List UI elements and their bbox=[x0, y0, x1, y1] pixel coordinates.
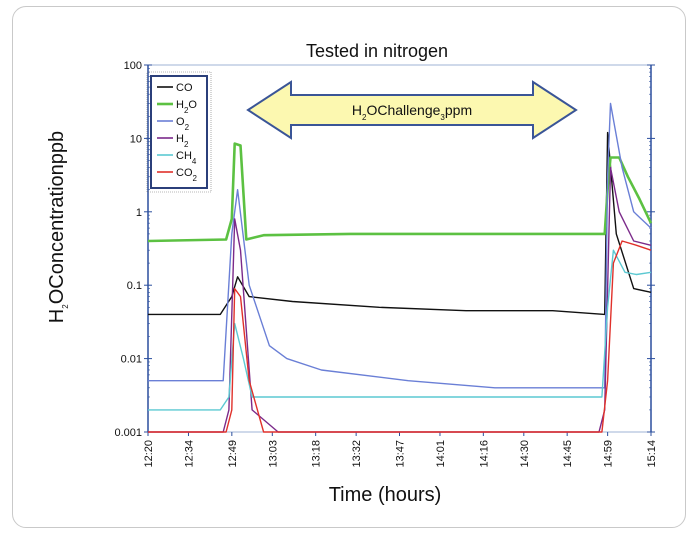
challenge-label: H2OChallenge3ppm bbox=[352, 102, 472, 122]
x-tick-label: 14:45 bbox=[562, 440, 574, 468]
legend-label: CO2 bbox=[176, 167, 198, 183]
double-arrow-shape bbox=[246, 80, 578, 140]
series-line-ch4 bbox=[148, 249, 652, 411]
x-tick-label: 12:49 bbox=[227, 440, 239, 468]
chart: Tested in nitrogen H2OConcentrationppb T… bbox=[46, 41, 658, 506]
legend-outer-box bbox=[146, 71, 212, 193]
series-line-o2 bbox=[148, 102, 652, 389]
x-tick-label: 14:16 bbox=[478, 440, 490, 468]
series-line-co2 bbox=[148, 240, 652, 433]
x-tick-label: 13:18 bbox=[311, 440, 323, 468]
legend-box bbox=[150, 75, 208, 189]
x-axis-title: Time (hours) bbox=[329, 484, 442, 506]
series-line-co bbox=[148, 131, 652, 316]
y-tick-label: 1 bbox=[136, 207, 142, 219]
x-tick-label: 14:30 bbox=[519, 440, 531, 468]
x-tick-label: 12:34 bbox=[183, 440, 195, 468]
x-tick-label: 14:01 bbox=[435, 440, 447, 468]
y-ticks: 100 10 1 0.1 0.01 0.001 bbox=[114, 60, 655, 439]
series-layer bbox=[147, 102, 653, 433]
x-tick-label: 14:59 bbox=[603, 440, 615, 468]
y-tick-label: 0.001 bbox=[114, 427, 142, 439]
legend-label: H2O bbox=[176, 99, 197, 115]
legend-label: O2 bbox=[176, 116, 190, 132]
x-tick-label: 12:20 bbox=[143, 440, 155, 468]
y-axis-title: H2OConcentrationppb bbox=[46, 131, 70, 323]
x-ticks: 12:20 12:34 12:49 13:03 13:18 13:32 13:47 14:01… bbox=[143, 432, 658, 468]
y-tick-label: 0.01 bbox=[121, 354, 142, 366]
legend-label: CO bbox=[176, 82, 193, 94]
chart-card: Tested in nitrogen H2OConcentrationppb T… bbox=[12, 6, 686, 528]
chart-title: Tested in nitrogen bbox=[306, 41, 448, 61]
challenge-annotation: H2OChallenge3ppm bbox=[246, 80, 578, 140]
legend-label: CH4 bbox=[176, 150, 197, 166]
y-tick-label: 0.1 bbox=[127, 280, 142, 292]
x-tick-label: 13:47 bbox=[395, 440, 407, 468]
x-tick-label: 13:32 bbox=[351, 440, 363, 468]
series-line-h2o bbox=[147, 142, 653, 243]
x-tick-label: 15:14 bbox=[646, 440, 658, 468]
x-tick-label: 13:03 bbox=[267, 440, 279, 468]
y-tick-label: 100 bbox=[124, 60, 142, 72]
y-tick-label: 10 bbox=[130, 133, 142, 145]
series-line-h2 bbox=[148, 166, 652, 433]
legend-label: H2 bbox=[176, 133, 189, 149]
